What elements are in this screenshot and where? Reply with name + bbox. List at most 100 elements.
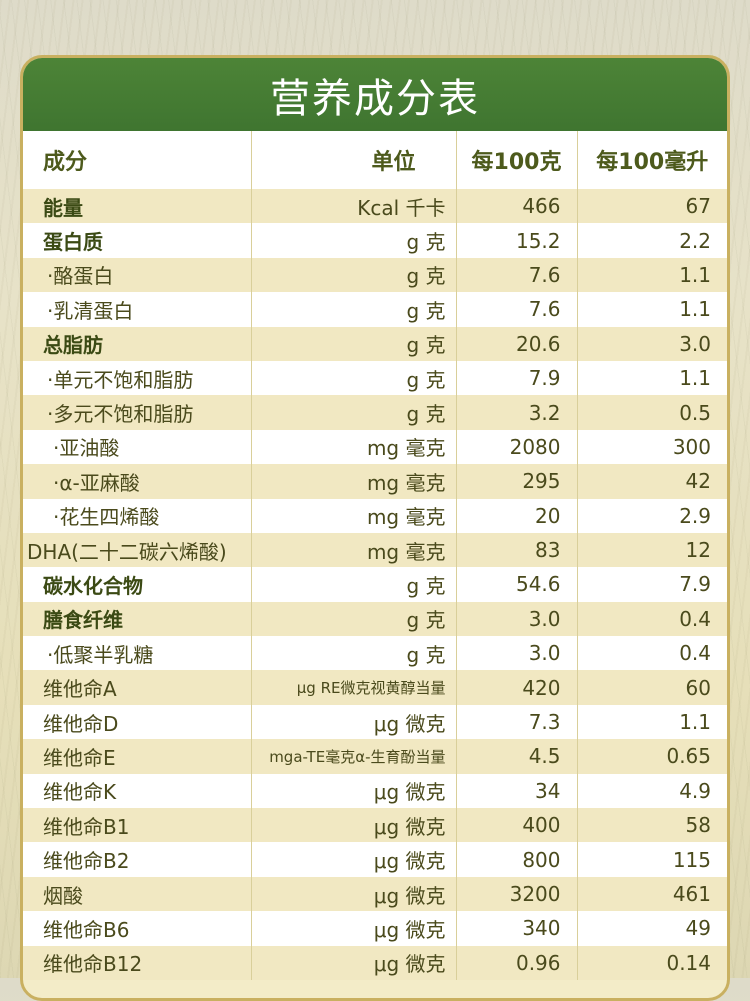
value-per-100g: 3.0 (456, 601, 578, 637)
nutrient-name: 蛋白质 (23, 223, 252, 258)
table-row: 维他命B2 μg 微克 800 115 (23, 842, 727, 877)
table-row: 能量 Kcal 千卡 466 67 (23, 189, 727, 224)
value-per-100ml: 0.14 (577, 945, 727, 980)
nutrient-name: 维他命D (23, 704, 252, 740)
value-per-100g: 466 (456, 189, 578, 224)
nutrient-name: ·酪蛋白 (23, 257, 252, 293)
nutrient-unit: μg 微克 (251, 808, 457, 843)
table-row: 维他命A μg RE微克视黄醇当量 420 60 (23, 670, 727, 705)
nutrient-name: 维他命B12 (23, 945, 252, 980)
value-per-100ml: 12 (577, 532, 727, 568)
nutrient-unit: g 克 (251, 292, 457, 327)
value-per-100g: 2080 (456, 429, 578, 465)
nutrient-unit: g 克 (251, 567, 457, 602)
value-per-100g: 7.6 (456, 257, 578, 293)
value-per-100ml: 1.1 (577, 360, 727, 396)
title-banner: 营养成分表 (23, 58, 727, 131)
value-per-100g: 54.6 (456, 567, 578, 602)
nutrient-name: ·低聚半乳糖 (23, 636, 252, 671)
value-per-100ml: 3.0 (577, 326, 727, 361)
value-per-100ml: 4.9 (577, 773, 727, 809)
table-row: ·乳清蛋白 g 克 7.6 1.1 (23, 292, 727, 327)
value-per-100g: 420 (456, 670, 578, 705)
nutrient-unit: g 克 (251, 257, 457, 293)
nutrient-name: 碳水化合物 (23, 567, 252, 602)
nutrient-unit: g 克 (251, 326, 457, 361)
value-per-100ml: 300 (577, 429, 727, 465)
nutrient-unit: μg 微克 (251, 876, 457, 912)
nutrient-unit: g 克 (251, 360, 457, 396)
header-unit: 单位 (251, 131, 457, 189)
nutrient-name: ·乳清蛋白 (23, 292, 252, 327)
table-row: 维他命E mga-TE毫克α-生育酚当量 4.5 0.65 (23, 739, 727, 774)
header-per100ml: 每100毫升 (577, 131, 727, 189)
table-row: 蛋白质 g 克 15.2 2.2 (23, 223, 727, 258)
value-per-100ml: 115 (577, 842, 727, 877)
value-per-100g: 4.5 (456, 739, 578, 774)
nutrient-name: 膳食纤维 (23, 601, 252, 637)
nutrient-unit: g 克 (251, 636, 457, 671)
value-per-100ml: 0.4 (577, 601, 727, 637)
nutrient-unit: μg RE微克视黄醇当量 (251, 670, 457, 705)
table-row: 维他命B6 μg 微克 340 49 (23, 911, 727, 946)
header-per100g: 每100克 (456, 131, 578, 189)
nutrient-name: 总脂肪 (23, 326, 252, 361)
value-per-100ml: 2.2 (577, 223, 727, 258)
nutrition-card: 营养成分表 成分 单位 每100克 每100毫升 能量 Kcal 千卡 466 67 蛋… (20, 55, 730, 1001)
nutrient-name: 能量 (23, 189, 252, 224)
value-per-100ml: 2.9 (577, 498, 727, 533)
value-per-100ml: 1.1 (577, 704, 727, 740)
table-row: ·亚油酸 mg 毫克 2080 300 (23, 429, 727, 465)
nutrient-unit: mg 毫克 (251, 464, 457, 499)
nutrient-name: 烟酸 (23, 876, 252, 912)
table-row: 维他命K μg 微克 34 4.9 (23, 773, 727, 809)
table-row: ·低聚半乳糖 g 克 3.0 0.4 (23, 636, 727, 671)
table-row: 维他命D μg 微克 7.3 1.1 (23, 704, 727, 740)
value-per-100g: 15.2 (456, 223, 578, 258)
value-per-100g: 295 (456, 464, 578, 499)
table-row: ·单元不饱和脂肪 g 克 7.9 1.1 (23, 360, 727, 396)
value-per-100ml: 1.1 (577, 292, 727, 327)
nutrient-unit: mg 毫克 (251, 429, 457, 465)
table-row: ·酪蛋白 g 克 7.6 1.1 (23, 257, 727, 293)
value-per-100g: 7.3 (456, 704, 578, 740)
value-per-100g: 7.6 (456, 292, 578, 327)
value-per-100g: 20 (456, 498, 578, 533)
value-per-100g: 340 (456, 911, 578, 946)
table-row: 维他命B1 μg 微克 400 58 (23, 808, 727, 843)
nutrient-name: 维他命B2 (23, 842, 252, 877)
nutrient-name: ·亚油酸 (23, 429, 252, 465)
value-per-100g: 800 (456, 842, 578, 877)
page-title: 营养成分表 (270, 75, 480, 122)
header-name: 成分 (23, 131, 252, 189)
table-row: DHA(二十二碳六烯酸) mg 毫克 83 12 (23, 532, 727, 568)
value-per-100ml: 58 (577, 808, 727, 843)
nutrient-name: 维他命B1 (23, 808, 252, 843)
value-per-100g: 20.6 (456, 326, 578, 361)
nutrient-unit: μg 微克 (251, 773, 457, 809)
table-body: 能量 Kcal 千卡 466 67 蛋白质 g 克 15.2 2.2 ·酪蛋白 g 克 7.6 1.1… (23, 189, 727, 980)
nutrient-unit: μg 微克 (251, 911, 457, 946)
nutrient-unit: mg 毫克 (251, 532, 457, 568)
value-per-100g: 7.9 (456, 360, 578, 396)
value-per-100ml: 461 (577, 876, 727, 912)
nutrient-name: 维他命A (23, 670, 252, 705)
nutrient-unit: Kcal 千卡 (251, 189, 457, 224)
nutrient-unit: mg 毫克 (251, 498, 457, 533)
value-per-100ml: 42 (577, 464, 727, 499)
nutrient-unit: μg 微克 (251, 945, 457, 980)
nutrient-name: DHA(二十二碳六烯酸) (23, 532, 252, 568)
nutrient-unit: g 克 (251, 601, 457, 637)
value-per-100g: 34 (456, 773, 578, 809)
value-per-100ml: 0.5 (577, 395, 727, 430)
nutrient-unit: mga-TE毫克α-生育酚当量 (251, 739, 457, 774)
value-per-100ml: 60 (577, 670, 727, 705)
value-per-100ml: 7.9 (577, 567, 727, 602)
nutrient-name: ·单元不饱和脂肪 (23, 360, 252, 396)
table-row: 碳水化合物 g 克 54.6 7.9 (23, 567, 727, 602)
value-per-100ml: 49 (577, 911, 727, 946)
value-per-100g: 0.96 (456, 945, 578, 980)
value-per-100g: 3.2 (456, 395, 578, 430)
value-per-100ml: 1.1 (577, 257, 727, 293)
